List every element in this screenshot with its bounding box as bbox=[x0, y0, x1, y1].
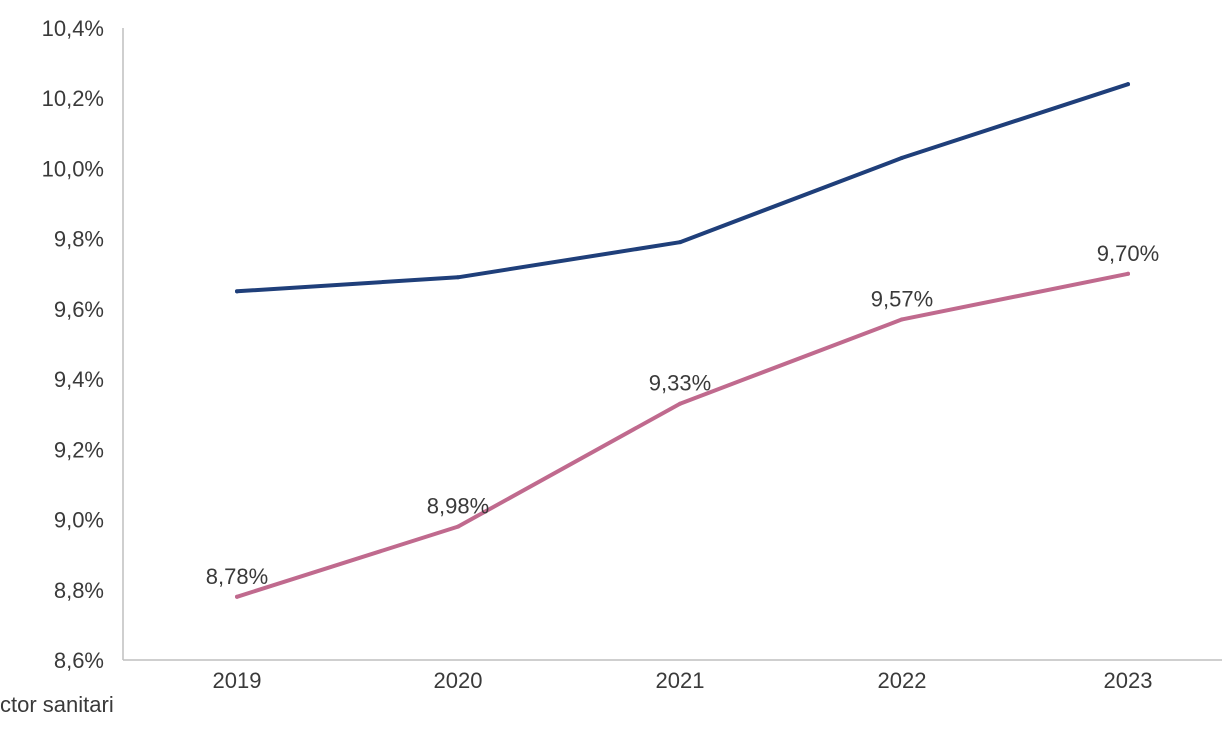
data-label: 9,70% bbox=[1097, 241, 1159, 266]
data-label: 8,78% bbox=[206, 564, 268, 589]
data-point bbox=[900, 317, 904, 322]
y-tick-label: 9,2% bbox=[54, 437, 104, 462]
y-tick-label: 9,4% bbox=[54, 367, 104, 392]
data-point bbox=[1126, 271, 1130, 276]
data-point bbox=[235, 289, 239, 294]
y-tick-label: 9,6% bbox=[54, 297, 104, 322]
y-tick-label: 10,2% bbox=[42, 86, 104, 111]
y-tick-label: 8,8% bbox=[54, 578, 104, 603]
data-labels: 8,78% 8,98% 9,33% 9,57% 9,70% bbox=[206, 241, 1159, 589]
data-label: 8,98% bbox=[427, 494, 489, 519]
x-tick-label: 2020 bbox=[434, 668, 483, 693]
x-tick-label: 2022 bbox=[878, 668, 927, 693]
chart-axes bbox=[122, 28, 1222, 661]
data-point bbox=[456, 275, 460, 280]
legend-text-fragment: ctor sanitari bbox=[0, 692, 114, 717]
series-line-2 bbox=[235, 271, 1130, 599]
data-point bbox=[235, 594, 239, 599]
data-label: 9,57% bbox=[871, 286, 933, 311]
data-point bbox=[1126, 82, 1130, 87]
data-point bbox=[678, 401, 682, 406]
data-point bbox=[678, 240, 682, 245]
x-axis-ticks: 2019 2020 2021 2022 2023 bbox=[213, 668, 1153, 693]
x-tick-label: 2023 bbox=[1104, 668, 1153, 693]
y-tick-label: 10,0% bbox=[42, 156, 104, 181]
y-axis-ticks: 10,4% 10,2% 10,0% 9,8% 9,6% 9,4% 9,2% 9,0% 8,8% 8… bbox=[42, 16, 104, 673]
series-line-1 bbox=[235, 82, 1130, 294]
data-point bbox=[900, 155, 904, 160]
y-tick-label: 9,0% bbox=[54, 508, 104, 533]
x-tick-label: 2019 bbox=[213, 668, 262, 693]
data-label: 9,33% bbox=[649, 371, 711, 396]
x-tick-label: 2021 bbox=[656, 668, 705, 693]
data-point bbox=[456, 524, 460, 529]
series-lines bbox=[235, 82, 1130, 599]
y-tick-label: 8,6% bbox=[54, 648, 104, 673]
y-tick-label: 9,8% bbox=[54, 227, 104, 252]
y-tick-label: 10,4% bbox=[42, 16, 104, 41]
